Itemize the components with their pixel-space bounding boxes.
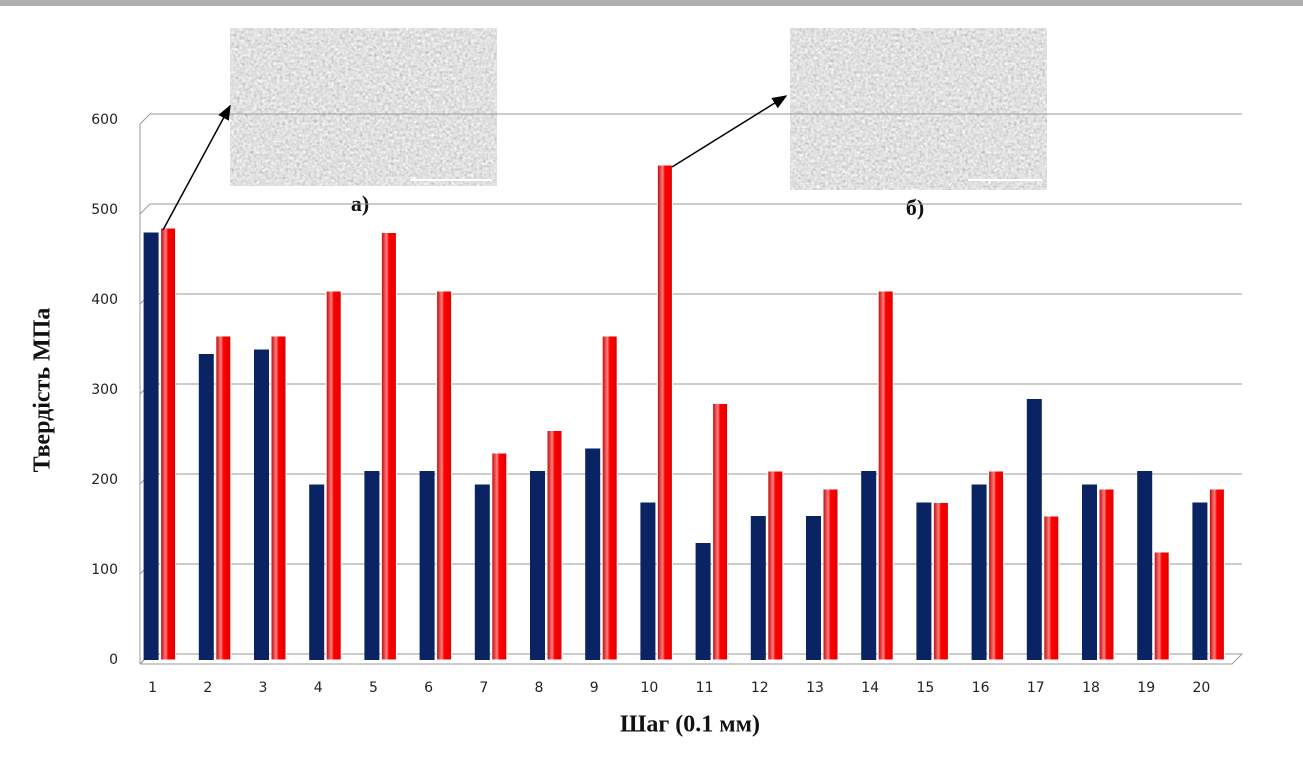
grid-line [139,383,1242,395]
x-tick-label: 4 [314,680,323,696]
bar [877,290,894,661]
bar [1137,471,1153,660]
x-axis-label: Шаг (0.1 мм) [620,712,760,738]
grid-line [139,113,1242,125]
arrow [162,104,231,231]
grid-line [139,203,1242,215]
x-tick-label: 11 [696,680,714,696]
x-tick-label: 19 [1137,680,1155,696]
x-tick-label: 17 [1027,680,1045,696]
bar [695,543,711,660]
y-axis-label: Твердість МПа [30,308,56,473]
x-tick-label: 16 [972,680,990,696]
x-tick-label: 14 [861,680,879,696]
x-tick-label: 20 [1192,680,1210,696]
top-border [0,0,1303,6]
x-tick-label: 6 [424,680,433,696]
arrow [671,95,788,168]
grid-line [139,563,1242,575]
bar [640,502,656,660]
micrograph-b [790,28,1047,190]
bar [750,516,766,660]
x-tick-label: 8 [535,680,544,696]
bar [601,335,618,661]
bar [325,290,342,661]
bar [364,471,380,660]
x-tick-label: 13 [806,680,824,696]
bar [971,484,987,660]
bar [585,448,601,660]
x-tick-label: 18 [1082,680,1100,696]
bar [419,471,435,660]
bar [530,471,545,660]
grid-line [139,473,1242,485]
grid-line [139,293,1242,305]
y-tick-label: 600 [91,112,118,128]
x-tick-label: 7 [479,680,488,696]
grid-line [139,653,1242,665]
micrograph-a [230,28,497,186]
bar [160,227,177,661]
bar [254,349,269,660]
x-tick-label: 12 [751,680,769,696]
y-tick-label: 200 [91,472,118,488]
x-tick-label: 2 [203,680,212,696]
y-tick-label: 300 [91,382,118,398]
bar [380,232,397,661]
bar [916,502,932,660]
bar [932,502,949,661]
bar [1192,502,1208,660]
bar [436,290,453,661]
bar [767,470,784,661]
bar [491,452,508,661]
bar [546,430,563,661]
x-tick-label: 15 [916,680,934,696]
bar [1026,399,1042,660]
bar [988,470,1005,661]
bar [1043,515,1060,661]
bar [474,484,490,660]
x-tick-label: 1 [148,680,157,696]
bar [1098,488,1115,661]
y-tick-label: 500 [91,202,118,218]
y-tick-label: 400 [91,292,118,308]
bar [861,471,877,660]
bar [215,335,232,661]
bar [1208,488,1225,661]
bar [806,516,821,660]
x-axis [139,653,1244,665]
bar [1153,551,1170,661]
x-tick-label: 5 [369,680,378,696]
bar [198,354,214,660]
x-tick-label: 10 [640,680,658,696]
annotation: б) [906,195,924,220]
bar [309,484,325,660]
bar [712,403,729,661]
x-tick-label: 9 [590,680,599,696]
bar [822,488,839,661]
x-tick-label: 3 [259,680,268,696]
y-tick-label: 0 [109,652,118,668]
y-tick-label: 100 [91,562,118,578]
bar [143,232,159,660]
bar [1082,484,1097,660]
bar [656,164,673,661]
bar [270,335,287,661]
